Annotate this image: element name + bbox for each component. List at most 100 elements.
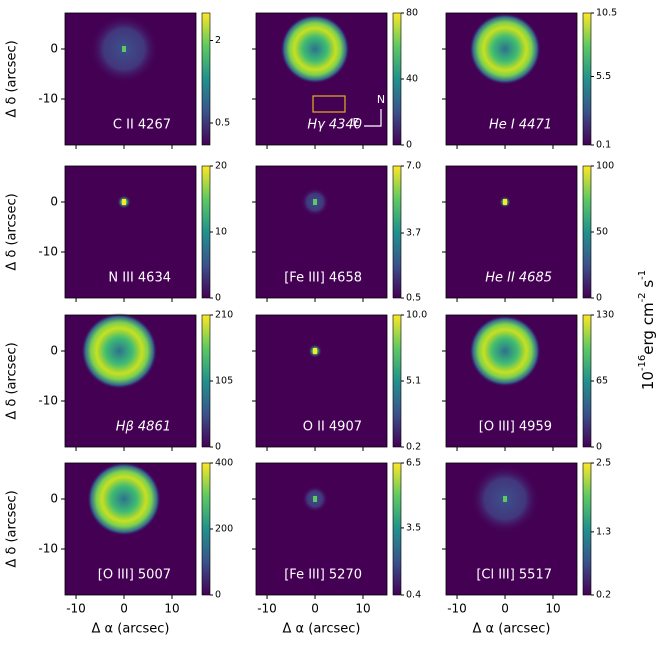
colorbar-tick-label: 0: [215, 293, 221, 304]
colorbar-tick-label: 20: [215, 161, 227, 172]
y-axis-label: Δ δ (arcsec): [5, 342, 20, 419]
colorbar-tick-label: 0: [215, 590, 221, 601]
colorbar-tick-label: 0: [215, 442, 221, 453]
x-axis-label: Δ α (arcsec): [473, 622, 551, 637]
y-tick-label: 0: [50, 344, 58, 358]
line-label: O II 4907: [303, 420, 362, 435]
colorbar-tick-label: 0.5: [215, 118, 230, 129]
line-label: [O III] 4959: [479, 420, 552, 435]
image-frame: [64, 12, 197, 146]
colorbar: [392, 314, 402, 448]
y-tick-label: 0: [50, 492, 58, 506]
colorbar: [392, 12, 402, 146]
image-frame: [255, 165, 388, 299]
image-frame: [64, 462, 197, 596]
colorbar-tick-label: 0: [596, 442, 602, 453]
y-tick-label: -10: [38, 542, 58, 556]
emission-blob: [87, 462, 161, 536]
colorbar-tick-label: 7.0: [406, 161, 421, 172]
colorbar-tick-label: 10.5: [596, 8, 617, 19]
image-frame: [445, 462, 578, 596]
line-label: He II 4685: [485, 271, 552, 286]
x-tick-label: 0: [120, 602, 128, 616]
colorbar-tick-label: 0.2: [406, 442, 421, 453]
colorbar-tick-label: 2.5: [596, 458, 611, 469]
image-frame: [445, 12, 578, 146]
emission-core: [313, 348, 318, 354]
line-label: Hγ 4340: [307, 118, 362, 133]
colorbar-tick-label: 105: [215, 376, 233, 387]
image-frame: [64, 165, 197, 299]
y-tick-label: -10: [38, 394, 58, 408]
colorbar-tick-label: 3.5: [406, 522, 421, 533]
colorbar: [582, 314, 592, 448]
x-axis-label: Δ α (arcsec): [92, 622, 170, 637]
slit-box: [312, 95, 346, 113]
image-frame: [445, 314, 578, 448]
colorbar-tick-label: 5.5: [596, 71, 611, 82]
line-label: N III 4634: [108, 271, 171, 286]
image-frame: [445, 165, 578, 299]
colorbar: [392, 165, 402, 299]
x-tick-label: -10: [257, 602, 277, 616]
colorbar-tick-label: 2: [215, 35, 221, 46]
line-label: [Fe III] 4658: [284, 271, 362, 286]
x-tick-label: 0: [501, 602, 509, 616]
y-tick-label: 0: [50, 195, 58, 209]
colorbar-tick-label: 50: [596, 227, 608, 238]
image-frame: [255, 314, 388, 448]
colorbar-tick-label: 0.1: [596, 140, 611, 151]
emission-core: [122, 46, 127, 52]
y-tick-label: 0: [50, 42, 58, 56]
colorbar-tick-label: 0.4: [406, 590, 421, 601]
colorbar-tick-label: 3.7: [406, 228, 421, 239]
image-background: [65, 166, 196, 298]
emission-core: [503, 496, 508, 502]
colorbar-label: 10-16erg cm-2 s-1: [637, 270, 657, 390]
compass-east: E: [353, 116, 360, 129]
colorbar: [582, 165, 592, 299]
emission-blob: [469, 315, 541, 387]
compass-arrows: [364, 109, 382, 127]
emission-core: [122, 199, 127, 205]
colorbar-tick-label: 200: [215, 524, 233, 535]
x-tick-label: 10: [545, 602, 560, 616]
colorbar-tick-label: 40: [406, 74, 418, 85]
x-tick-label: 0: [311, 602, 319, 616]
line-label: Hβ 4861: [116, 420, 171, 435]
colorbar-tick-label: 6.5: [406, 458, 421, 469]
y-axis-label: Δ δ (arcsec): [5, 40, 20, 117]
emission-core: [503, 199, 508, 205]
colorbar-tick-label: 0.5: [406, 293, 421, 304]
colorbar-tick-label: 0.2: [596, 590, 611, 601]
x-tick-label: -10: [447, 602, 467, 616]
emission-core: [313, 199, 318, 205]
colorbar-tick-label: 400: [215, 458, 233, 469]
line-label: [Fe III] 5270: [284, 568, 362, 583]
colorbar: [201, 165, 211, 299]
image-background: [446, 166, 577, 298]
image-background: [256, 315, 387, 447]
x-axis-label: Δ α (arcsec): [283, 622, 361, 637]
colorbar: [392, 462, 402, 596]
image-frame: [64, 314, 197, 448]
y-axis-label: Δ δ (arcsec): [5, 193, 20, 270]
x-tick-label: -10: [66, 602, 86, 616]
colorbar-tick-label: 65: [596, 376, 608, 387]
colorbar: [582, 12, 592, 146]
colorbar-tick-label: 5.1: [406, 376, 421, 387]
emission-core: [313, 496, 318, 502]
x-tick-label: 10: [164, 602, 179, 616]
line-label: He I 4471: [489, 118, 552, 133]
line-label: [O III] 5007: [98, 568, 171, 583]
colorbar-tick-label: 10: [215, 227, 227, 238]
emission-blob: [469, 13, 541, 85]
compass-north: N: [377, 93, 385, 106]
emission-blob: [280, 14, 350, 84]
colorbar-tick-label: 1.3: [596, 526, 611, 537]
colorbar: [582, 462, 592, 596]
colorbar: [201, 12, 211, 146]
emission-blob: [81, 313, 158, 389]
colorbar-tick-label: 100: [596, 161, 614, 172]
colorbar-tick-label: 10.0: [406, 310, 427, 321]
